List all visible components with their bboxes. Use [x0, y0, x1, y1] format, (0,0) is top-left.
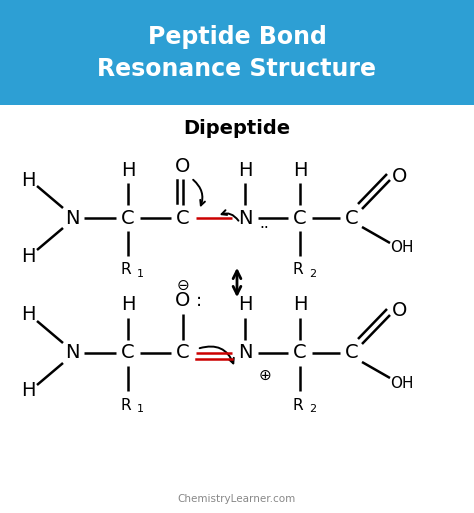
- Text: H: H: [238, 295, 252, 314]
- Text: H: H: [293, 161, 307, 180]
- Text: R: R: [121, 263, 131, 278]
- Text: ··: ··: [259, 221, 269, 235]
- FancyBboxPatch shape: [0, 0, 474, 105]
- Text: C: C: [121, 208, 135, 227]
- Text: O: O: [392, 167, 408, 186]
- Text: H: H: [21, 247, 35, 266]
- Text: ⊖: ⊖: [177, 278, 190, 292]
- Text: C: C: [345, 344, 359, 363]
- Text: H: H: [21, 382, 35, 401]
- Text: C: C: [293, 344, 307, 363]
- Text: R: R: [292, 263, 303, 278]
- Text: H: H: [121, 295, 135, 314]
- Text: C: C: [121, 344, 135, 363]
- Text: N: N: [65, 208, 79, 227]
- Text: H: H: [238, 161, 252, 180]
- Text: ChemistryLearner.com: ChemistryLearner.com: [178, 494, 296, 504]
- Text: ⊕: ⊕: [259, 367, 272, 383]
- Text: R: R: [292, 398, 303, 412]
- Text: O: O: [175, 156, 191, 175]
- Text: N: N: [238, 208, 252, 227]
- Text: H: H: [293, 295, 307, 314]
- FancyArrowPatch shape: [193, 180, 205, 205]
- Text: Dipeptide: Dipeptide: [183, 119, 291, 137]
- Text: 2: 2: [309, 404, 316, 414]
- FancyArrowPatch shape: [233, 271, 241, 294]
- Text: :: :: [196, 292, 202, 310]
- Text: 1: 1: [137, 269, 144, 279]
- Text: N: N: [65, 344, 79, 363]
- Text: N: N: [238, 344, 252, 363]
- Text: O: O: [392, 302, 408, 321]
- Text: OH: OH: [390, 241, 414, 255]
- Text: H: H: [21, 306, 35, 325]
- Text: C: C: [345, 208, 359, 227]
- Text: H: H: [21, 170, 35, 189]
- Text: 1: 1: [137, 404, 144, 414]
- Text: R: R: [121, 398, 131, 412]
- Text: H: H: [121, 161, 135, 180]
- Text: 2: 2: [309, 269, 316, 279]
- Text: OH: OH: [390, 376, 414, 390]
- Text: C: C: [176, 344, 190, 363]
- Text: C: C: [293, 208, 307, 227]
- Text: Peptide Bond
Resonance Structure: Peptide Bond Resonance Structure: [98, 25, 376, 81]
- FancyArrowPatch shape: [222, 210, 238, 221]
- Text: C: C: [176, 208, 190, 227]
- FancyArrowPatch shape: [200, 346, 234, 363]
- Text: O: O: [175, 291, 191, 310]
